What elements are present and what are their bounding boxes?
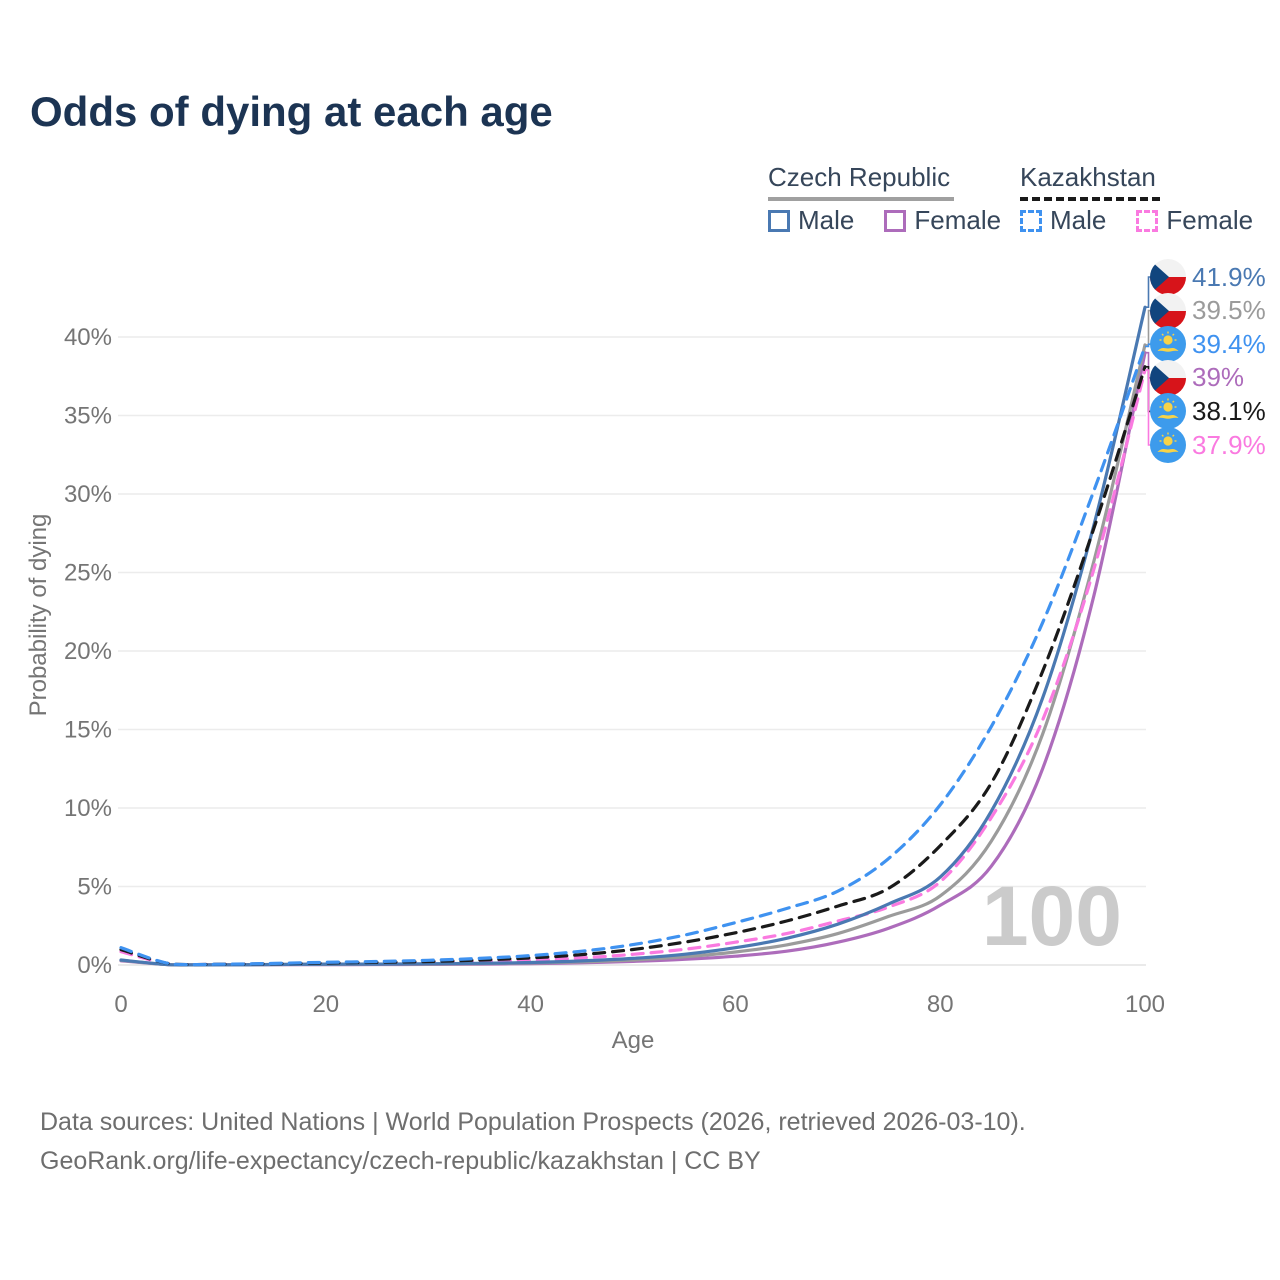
x-axis-title: Age [612,1027,655,1054]
end-value-cz-total: 39.5% [1192,295,1266,326]
age-watermark: 100 [982,869,1122,963]
legend-label-kazakh-male: Male [1050,205,1107,235]
czech-male-checkbox-icon[interactable] [768,209,790,232]
y-tick-30%: 30% [64,481,112,508]
y-tick-40%: 40% [64,324,112,351]
y-tick-20%: 20% [64,638,112,665]
data-sources-note: Data sources: United Nations | World Pop… [40,1108,1026,1136]
end-value-kz-total: 38.1% [1192,395,1266,426]
x-tick-80: 80 [927,991,954,1018]
legend-label-czech-male: Male [798,205,855,235]
y-tick-5%: 5% [77,874,112,901]
legend-item-czech-male[interactable]: Male [768,205,854,236]
czech-flag-icon [1150,292,1186,329]
x-tick-100: 100 [1125,991,1165,1018]
y-tick-35%: 35% [64,403,112,430]
legend-label-kazakh-female: Female [1166,205,1254,235]
kazakhstan-flag-icon [1150,393,1186,430]
y-tick-15%: 15% [64,717,112,744]
y-tick-0%: 0% [77,952,112,979]
end-label-kz-female: 37.9% [1150,427,1266,463]
legend-items-kazakh: Male Female [1020,205,1280,236]
y-tick-25%: 25% [64,560,112,587]
czech-female-checkbox-icon[interactable] [884,209,907,232]
end-label-cz-total: 39.5% [1150,292,1266,329]
end-value-cz-male: 41.9% [1192,261,1266,292]
kazakhstan-flag-icon [1150,326,1186,363]
end-value-kz-male: 39.4% [1192,328,1266,359]
y-axis-title: Probability of dying [25,514,52,717]
y-tick-10%: 10% [64,795,112,822]
end-value-kz-female: 37.9% [1192,429,1266,460]
end-label-cz-male: 41.9% [1150,259,1266,295]
attribution-note: GeoRank.org/life-expectancy/czech-republ… [40,1147,761,1175]
legend-group-czech-republic: Czech Republic [768,163,955,201]
end-label-cz-female: 39% [1150,359,1245,396]
x-tick-20: 20 [312,991,339,1018]
end-label-kz-male: 39.4% [1150,326,1266,363]
czech-flag-icon [1150,259,1186,295]
legend-group-kazakhstan: Kazakhstan [1020,163,1160,201]
page-title: Odds of dying at each age [30,88,553,135]
legend-item-czech-female[interactable]: Female [884,205,1001,236]
series-line-kz-male[interactable] [119,344,1147,967]
czech-flag-icon [1150,359,1186,396]
legend-items-czech: Male Female [768,205,1031,236]
kazakh-female-checkbox-icon[interactable] [1136,209,1159,232]
x-tick-40: 40 [517,991,544,1018]
line-chart-plot: 100 0% 5% 10% 15% 20% 25% 30% 35% 40% 0 20 40 60 80 100… [25,276,1165,1054]
kazakh-male-checkbox-icon[interactable] [1020,209,1042,232]
end-label-kz-total: 38.1% [1150,393,1266,430]
legend-item-kazakh-female[interactable]: Female [1136,205,1253,236]
legend-item-kazakh-male[interactable]: Male [1020,205,1106,236]
legend-label-czech-female: Female [914,205,1002,235]
series-line-kz-female[interactable] [119,368,1147,967]
kazakhstan-flag-icon [1150,427,1186,463]
x-tick-0: 0 [114,991,127,1018]
end-value-cz-female: 39% [1192,362,1245,393]
x-tick-60: 60 [722,991,749,1018]
